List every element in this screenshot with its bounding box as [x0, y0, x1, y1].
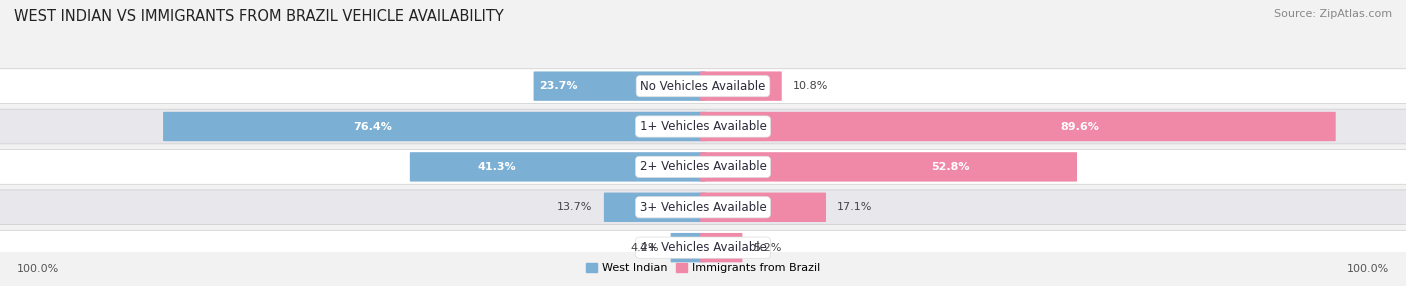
Text: 89.6%: 89.6% — [1060, 122, 1099, 132]
Text: 4+ Vehicles Available: 4+ Vehicles Available — [640, 241, 766, 254]
Text: 76.4%: 76.4% — [353, 122, 392, 132]
Text: 17.1%: 17.1% — [838, 202, 873, 212]
Text: 13.7%: 13.7% — [557, 202, 593, 212]
FancyBboxPatch shape — [0, 150, 1406, 184]
Text: 10.8%: 10.8% — [793, 81, 828, 91]
Text: WEST INDIAN VS IMMIGRANTS FROM BRAZIL VEHICLE AVAILABILITY: WEST INDIAN VS IMMIGRANTS FROM BRAZIL VE… — [14, 9, 503, 23]
FancyBboxPatch shape — [0, 109, 1406, 144]
Legend: West Indian, Immigrants from Brazil: West Indian, Immigrants from Brazil — [582, 258, 824, 278]
Text: 5.2%: 5.2% — [754, 243, 782, 253]
Text: No Vehicles Available: No Vehicles Available — [640, 80, 766, 93]
Text: 3+ Vehicles Available: 3+ Vehicles Available — [640, 201, 766, 214]
Text: Source: ZipAtlas.com: Source: ZipAtlas.com — [1274, 9, 1392, 19]
Text: 41.3%: 41.3% — [477, 162, 516, 172]
FancyBboxPatch shape — [605, 192, 706, 222]
FancyBboxPatch shape — [700, 112, 1336, 141]
FancyBboxPatch shape — [700, 192, 827, 222]
FancyBboxPatch shape — [700, 72, 782, 101]
Text: 23.7%: 23.7% — [538, 81, 578, 91]
FancyBboxPatch shape — [0, 190, 1406, 225]
FancyBboxPatch shape — [163, 112, 706, 141]
Text: 4.2%: 4.2% — [631, 243, 659, 253]
FancyBboxPatch shape — [0, 230, 1406, 265]
FancyBboxPatch shape — [534, 72, 706, 101]
FancyBboxPatch shape — [0, 69, 1406, 104]
Text: 1+ Vehicles Available: 1+ Vehicles Available — [640, 120, 766, 133]
FancyBboxPatch shape — [411, 152, 706, 182]
Text: 2+ Vehicles Available: 2+ Vehicles Available — [640, 160, 766, 173]
Text: 52.8%: 52.8% — [931, 162, 969, 172]
FancyBboxPatch shape — [700, 152, 1077, 182]
Text: 100.0%: 100.0% — [17, 264, 59, 274]
FancyBboxPatch shape — [671, 233, 706, 262]
FancyBboxPatch shape — [700, 233, 742, 262]
Text: 100.0%: 100.0% — [1347, 264, 1389, 274]
